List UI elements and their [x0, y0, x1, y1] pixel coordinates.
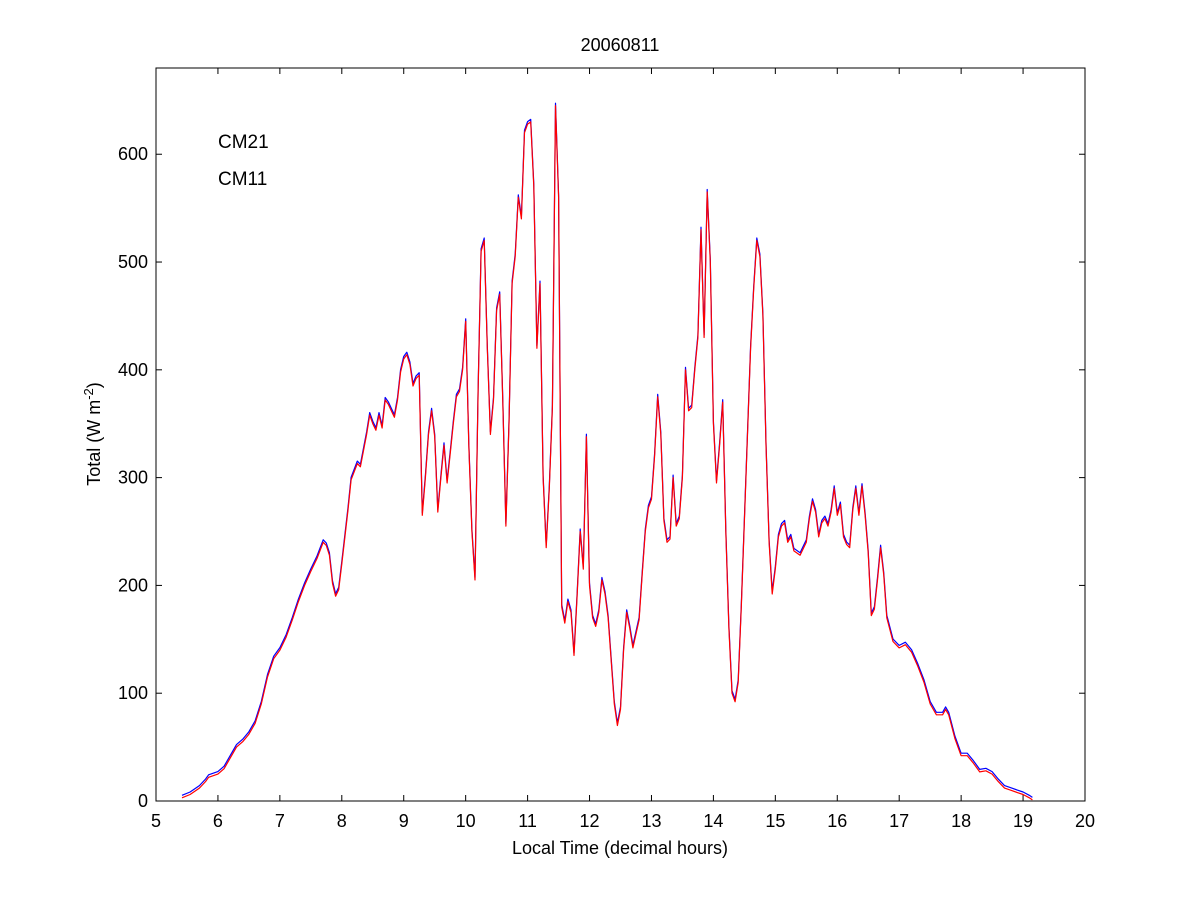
- y-tick-label: 600: [118, 144, 148, 164]
- x-tick-label: 20: [1075, 811, 1095, 831]
- x-tick-label: 10: [456, 811, 476, 831]
- y-tick-label: 500: [118, 252, 148, 272]
- x-tick-label: 14: [703, 811, 723, 831]
- y-tick-label: 200: [118, 575, 148, 595]
- y-axis-label: Total (W m-2): [81, 382, 104, 486]
- y-tick-label: 100: [118, 683, 148, 703]
- x-tick-label: 13: [641, 811, 661, 831]
- y-axis-label-suffix: ): [84, 382, 104, 388]
- chart-title: 20060811: [581, 35, 660, 55]
- x-tick-label: 6: [213, 811, 223, 831]
- y-tick-label: 0: [138, 791, 148, 811]
- x-tick-label: 15: [765, 811, 785, 831]
- plot-area-frame: [155, 67, 1086, 802]
- x-tick-label: 5: [151, 811, 161, 831]
- x-tick-label: 12: [580, 811, 600, 831]
- x-tick-label: 7: [275, 811, 285, 831]
- x-tick-label: 17: [889, 811, 909, 831]
- x-tick-label: 11: [518, 811, 537, 831]
- x-axis-label: Local Time (decimal hours): [512, 838, 728, 858]
- series-line-cm21: [181, 102, 1033, 798]
- y-axis-ticks: 0 100 200 300 400 500 600: [118, 144, 1085, 811]
- x-tick-label: 19: [1013, 811, 1033, 831]
- series-layer: [181, 102, 1033, 801]
- x-axis-ticks: 5 6 7 8 9 10 11 12 13 14 15 16 17 18 19 20: [151, 68, 1095, 831]
- y-tick-label: 300: [118, 468, 148, 488]
- series-line-cm11: [181, 105, 1033, 801]
- legend-entry-cm21: CM21: [218, 132, 269, 153]
- x-tick-label: 8: [337, 811, 347, 831]
- y-axis-label-superscript: -2: [81, 388, 96, 400]
- x-tick-label: 9: [399, 811, 409, 831]
- x-tick-label: 18: [951, 811, 971, 831]
- x-tick-label: 16: [827, 811, 847, 831]
- y-tick-label: 400: [118, 360, 148, 380]
- y-axis-label-prefix: Total (W m: [84, 400, 104, 486]
- legend-entry-cm11: CM11: [218, 169, 267, 190]
